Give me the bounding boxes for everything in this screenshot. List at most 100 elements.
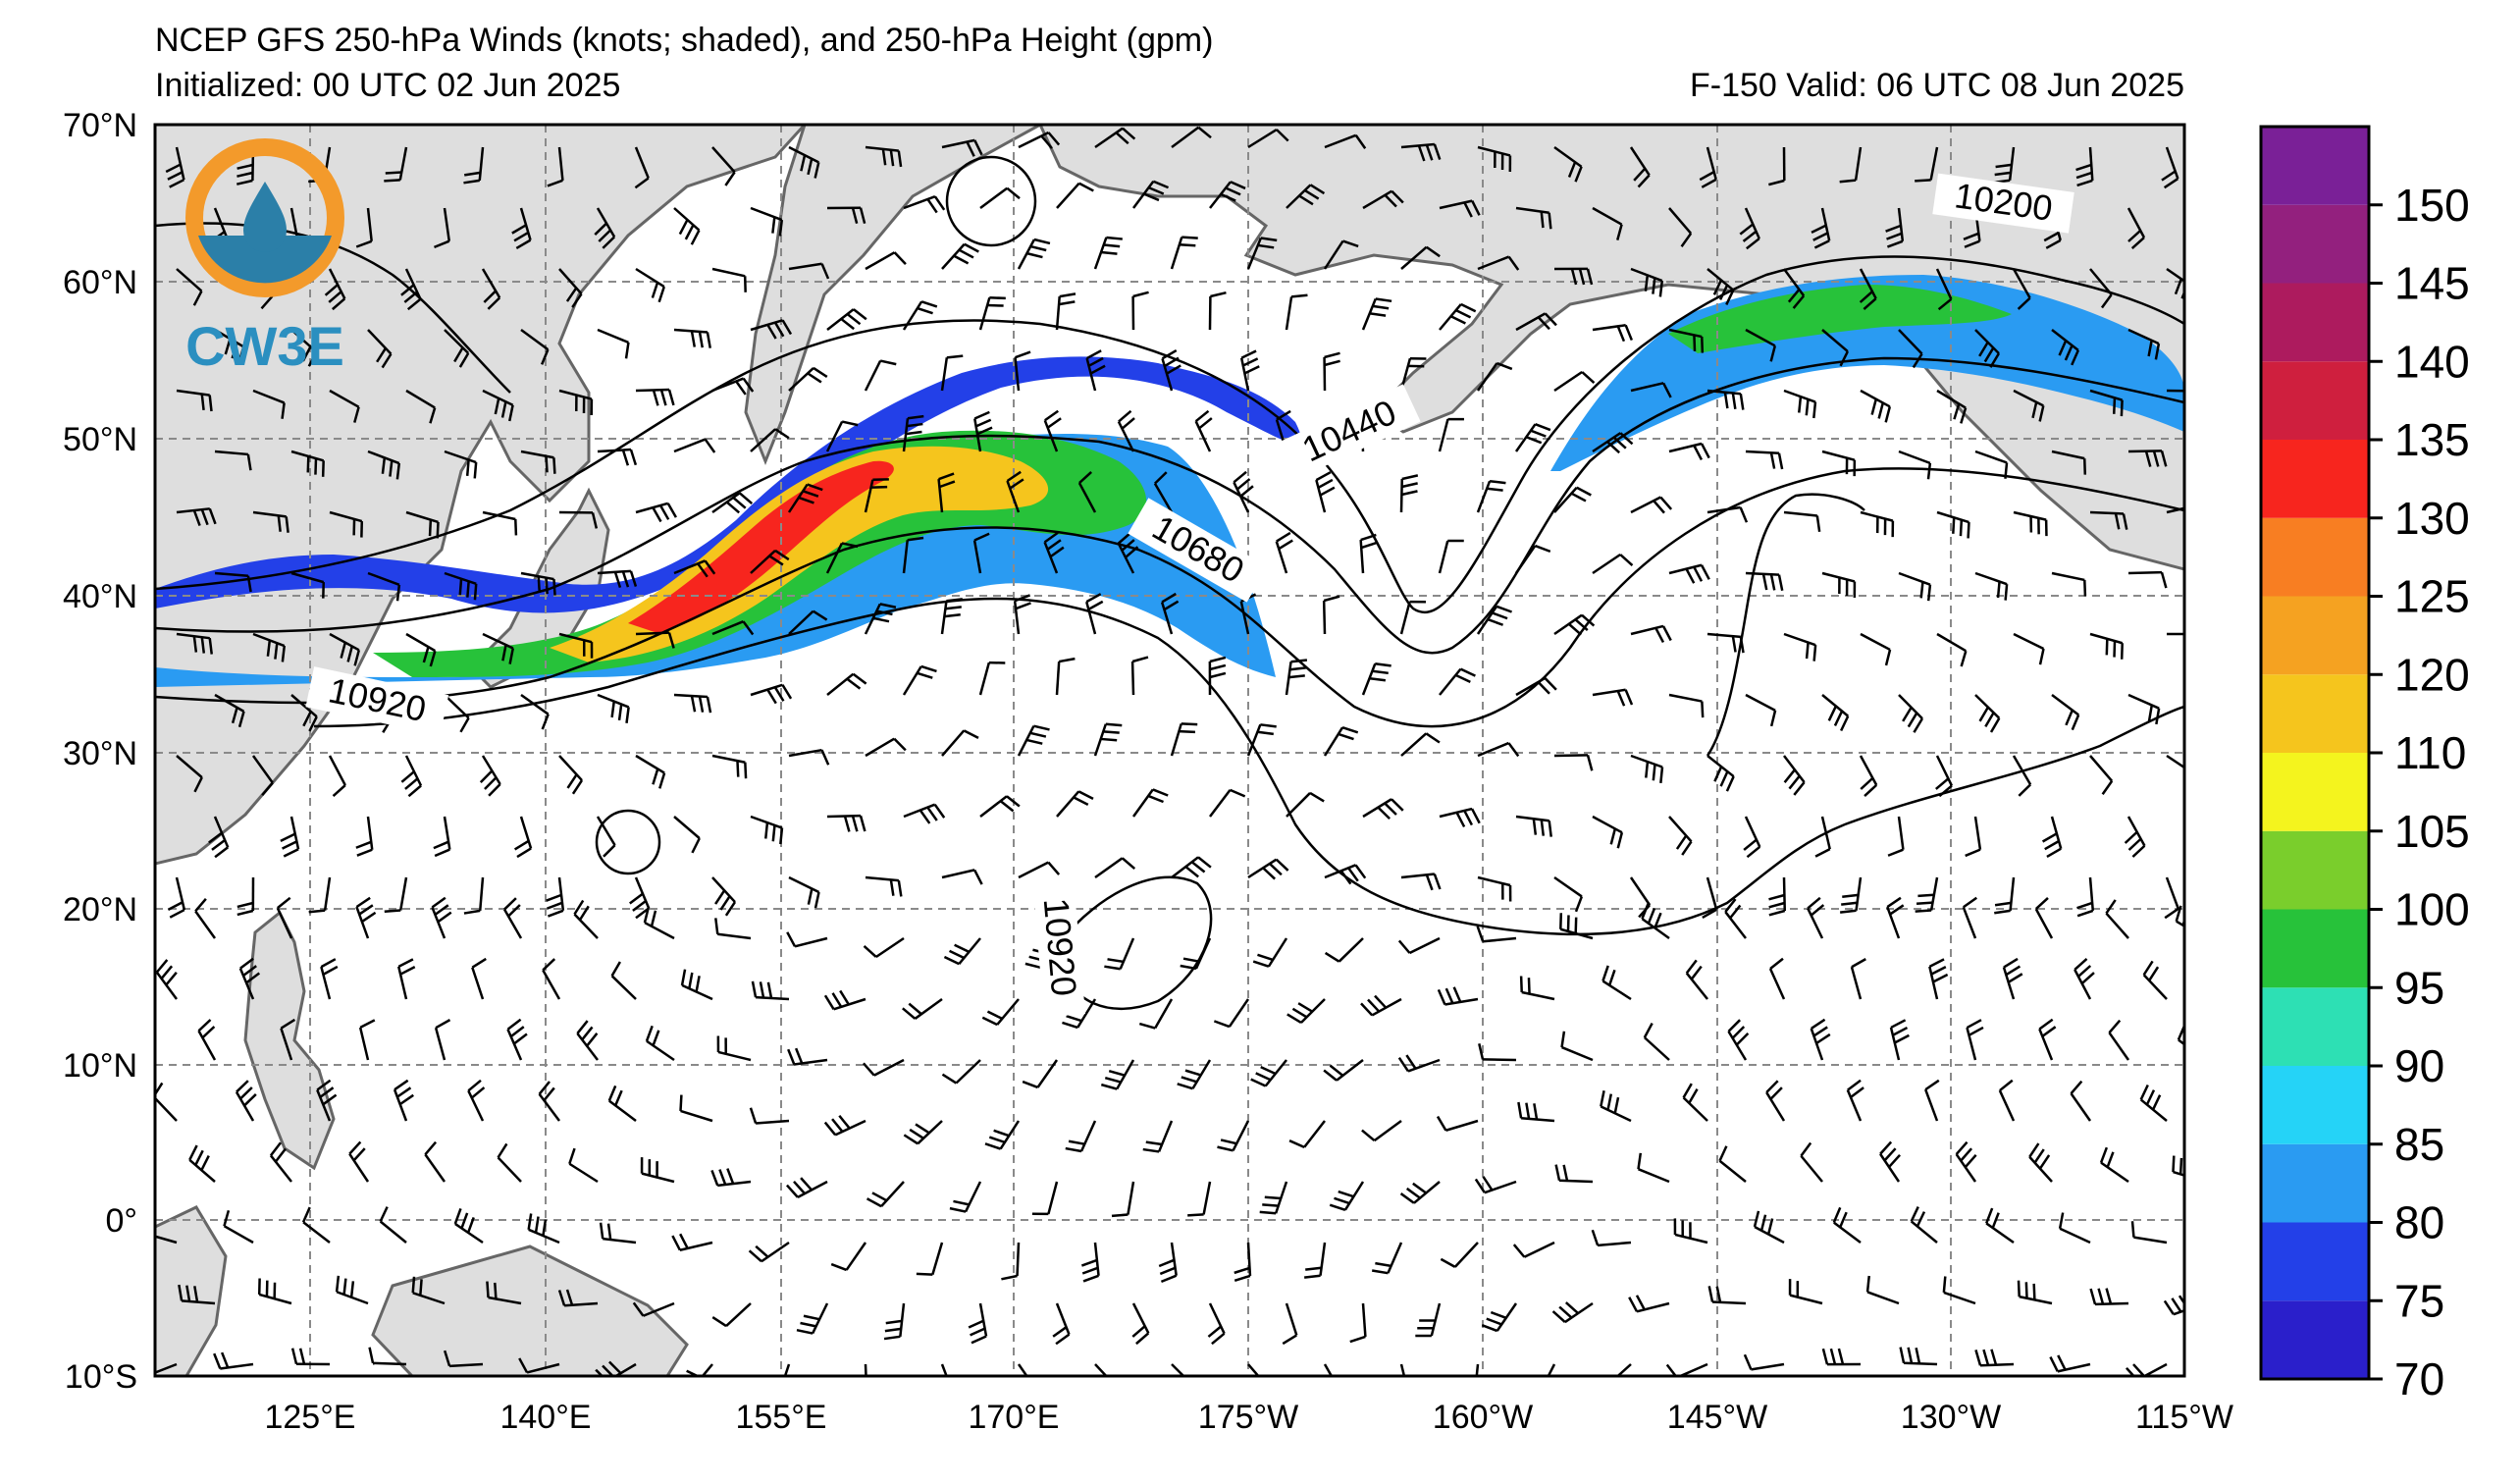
wind-barb [1475,1363,1480,1376]
colorbar-tick-label: 90 [2394,1040,2444,1091]
wind-barb [238,957,261,1000]
wind-barb [1768,876,1787,917]
wind-barb [1936,510,1970,539]
wind-barb [194,897,217,939]
wind-barb [825,542,859,574]
wind-barb [1329,1181,1365,1211]
wind-barb [1362,189,1404,210]
wind-barb [1600,1089,1632,1123]
wind-barb [1915,146,1939,183]
wind-barb [864,603,897,635]
wind-barb [1439,302,1477,331]
wind-barb [902,664,937,696]
longitude-label: 115°W [2135,1399,2233,1436]
wind-barb [1323,1059,1364,1082]
wind-barb [1768,146,1786,186]
wind-barb [1322,595,1340,635]
wind-barb [2049,1354,2091,1373]
wind-barb [1477,255,1520,271]
wind-barb [1591,1229,1632,1247]
wind-barb [1043,409,1062,452]
colorbar-tick-label: 100 [2394,884,2470,935]
wind-barb [788,875,820,909]
wind-barb [405,389,437,424]
wind-barb [788,145,820,179]
wind-barb [1315,471,1336,513]
wind-barb [2051,329,2080,366]
wind-barb [1821,571,1857,598]
wind-barb [573,899,599,939]
wind-barb [671,1233,713,1251]
wind-barb [783,1363,791,1376]
wind-barb [635,502,677,523]
wind-barb [645,1025,675,1062]
wind-barb [1324,937,1364,963]
wind-barb [1056,790,1094,818]
wind-barb [1439,807,1481,827]
wind-barb [1397,1054,1441,1073]
wind-barb [984,1120,1021,1150]
wind-barb [1288,1120,1326,1148]
wind-barb [796,1302,829,1335]
latitude-labels: 70°N 60°N 50°N 40°N 30°N 20°N 10°N 0° 10°S [63,107,137,1396]
wind-barb [1209,181,1246,209]
height-contour [155,467,2184,728]
wind-barb [290,571,326,599]
wind-barb [155,1362,178,1374]
longitude-label: 125°E [264,1399,355,1436]
wind-barb [1055,657,1076,696]
wind-barb [1477,741,1520,758]
wind-barb [2075,146,2094,187]
wind-barb [223,1209,254,1245]
wind-barb [1807,896,1825,939]
wind-barb [597,328,630,359]
wind-barb [787,483,823,513]
wind-barb [1476,479,1506,513]
wind-barb [902,536,924,574]
wind-barb [520,450,556,474]
colorbar-swatch [2261,830,2369,910]
wind-barb [749,1107,790,1125]
wind-barb [1160,592,1180,635]
wind-barb [2139,1084,2168,1122]
wind-barb [865,875,903,897]
wind-barb [2051,450,2087,475]
wind-barb [1889,1019,1910,1061]
wind-barb [527,1213,560,1245]
wind-barb [1022,1059,1059,1089]
wind-barb [1886,896,1905,939]
wind-barb [1439,199,1481,218]
wind-barb [1208,656,1227,696]
wind-barb [1474,1176,1517,1194]
wind-barb [1682,1083,1708,1122]
wind-barb [863,936,905,959]
wind-barb [750,428,790,452]
wind-barb [635,631,675,649]
wind-barb [1247,128,1289,149]
wind-barb [329,510,364,538]
wind-barb [1859,755,1878,797]
wind-barb [1668,207,1693,247]
latitude-label: 50°N [63,421,137,458]
wind-barb [940,354,964,392]
wind-barb [1745,693,1777,727]
wind-barb [557,1289,599,1307]
wind-barb [1438,539,1464,574]
wind-barb [1158,1242,1178,1284]
wind-barb [379,1206,407,1244]
wind-barb [558,755,584,795]
wind-barb [2124,816,2146,858]
wind-barb [635,388,675,406]
wind-barb [1130,656,1149,696]
wind-barb [823,989,866,1011]
wind-barb [1247,1363,1260,1376]
colorbar-tick-label: 135 [2394,414,2470,465]
longitude-labels: 125°E 140°E 155°E 170°E 175°W 160°W 145°W 130°W… [264,1399,2232,1436]
wind-barb [1250,1059,1287,1087]
wind-barb [680,969,713,1001]
graticule [155,125,2184,1376]
wind-barb [176,507,217,526]
wind-barb [393,1079,414,1122]
wind-barb [949,1181,982,1213]
wind-barb [1839,146,1863,184]
